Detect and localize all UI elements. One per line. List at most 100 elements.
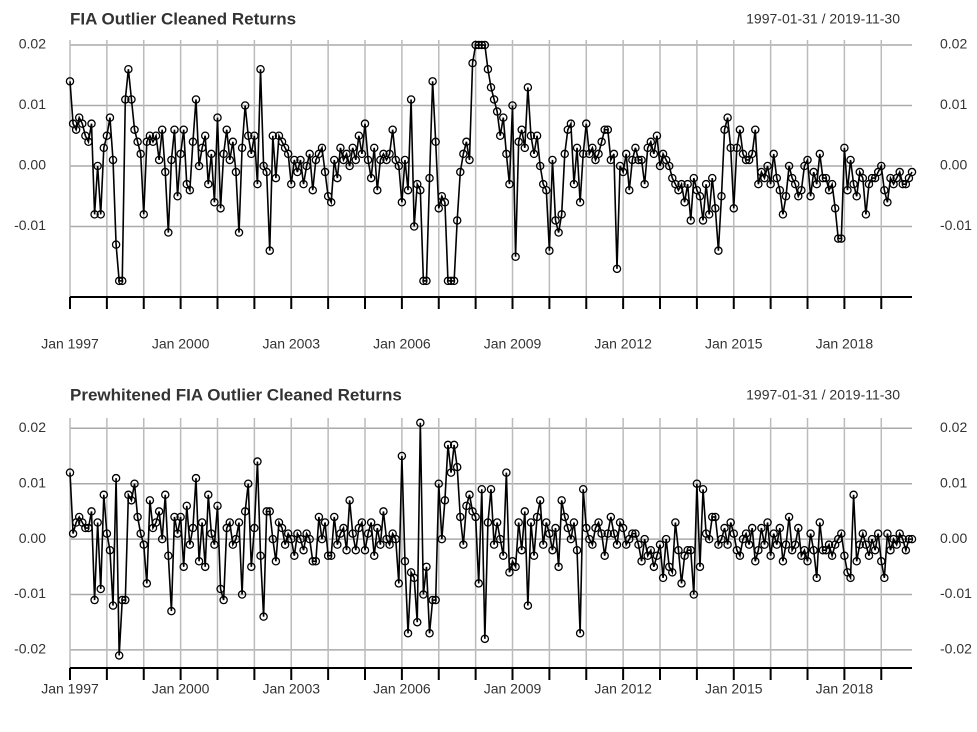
y-tick-label-right: -0.02 [940, 641, 972, 657]
point [397, 198, 407, 207]
point [228, 137, 238, 147]
point [726, 518, 735, 527]
point [535, 161, 545, 171]
point [603, 529, 613, 538]
point [542, 185, 551, 195]
point [65, 468, 75, 477]
point [870, 545, 880, 555]
point [572, 143, 582, 153]
point [499, 113, 508, 122]
point [741, 529, 751, 538]
point [806, 529, 815, 538]
point [305, 149, 314, 159]
point [256, 551, 265, 560]
point [674, 545, 683, 555]
point [797, 185, 806, 195]
point [668, 568, 677, 577]
point [677, 579, 686, 588]
point [194, 557, 204, 566]
point [597, 529, 606, 538]
point [517, 545, 526, 555]
point [855, 540, 865, 549]
point [495, 534, 505, 544]
point [680, 198, 689, 207]
point [139, 210, 149, 219]
point [366, 518, 376, 527]
point [505, 568, 514, 577]
point [754, 179, 763, 189]
point [161, 490, 170, 500]
x-tick-label: Jan 2000 [152, 681, 210, 697]
point [827, 179, 837, 189]
point [296, 534, 305, 544]
point [717, 191, 726, 201]
point [499, 551, 508, 560]
point [471, 40, 480, 50]
point [502, 468, 511, 477]
point [833, 234, 843, 243]
point [240, 101, 250, 110]
point [538, 540, 548, 549]
point [846, 155, 855, 165]
point [81, 523, 90, 533]
point [489, 540, 499, 549]
y-tick-label: 0.00 [19, 530, 46, 546]
point [671, 518, 680, 527]
point [683, 179, 692, 189]
point [781, 540, 791, 549]
point [333, 173, 342, 183]
point [465, 490, 474, 500]
point [661, 534, 671, 544]
point [385, 540, 394, 549]
point [425, 629, 434, 638]
point [723, 540, 732, 549]
point [557, 210, 566, 219]
point [907, 167, 917, 177]
point [904, 534, 914, 544]
point [452, 462, 462, 472]
point [677, 179, 686, 189]
point [449, 276, 459, 286]
point [237, 143, 247, 153]
point [268, 131, 278, 141]
point [164, 551, 173, 560]
y-tick-label-right: 0.00 [940, 530, 967, 546]
point [197, 143, 207, 153]
point [369, 143, 379, 153]
point [486, 485, 496, 494]
point [766, 179, 775, 189]
x-tick-label: Jan 2000 [152, 336, 210, 352]
point [99, 490, 109, 500]
point [222, 125, 231, 134]
point [90, 595, 99, 605]
point [821, 173, 831, 183]
point [354, 131, 364, 141]
point [191, 95, 201, 104]
point [179, 125, 188, 134]
point [287, 179, 296, 189]
point [695, 562, 705, 572]
point [529, 149, 539, 159]
point [735, 125, 745, 134]
point [348, 529, 357, 538]
chart-title: FIA Outlier Cleaned Returns [70, 9, 296, 28]
point [775, 185, 785, 195]
point [99, 143, 109, 153]
point [794, 523, 803, 533]
y-tick-label-right: 0.01 [940, 474, 967, 490]
point [90, 210, 99, 219]
point [422, 562, 431, 572]
point [551, 216, 560, 225]
point [385, 149, 394, 159]
point [114, 651, 124, 660]
date-range: 1997-01-31 / 2019-11-30 [746, 387, 900, 403]
point [225, 155, 235, 165]
point [237, 590, 247, 599]
point [290, 155, 299, 165]
point [812, 573, 821, 583]
point [400, 557, 410, 566]
x-tick-label: Jan 2012 [594, 681, 652, 697]
point [723, 113, 732, 122]
point [815, 518, 825, 527]
point [618, 523, 628, 533]
